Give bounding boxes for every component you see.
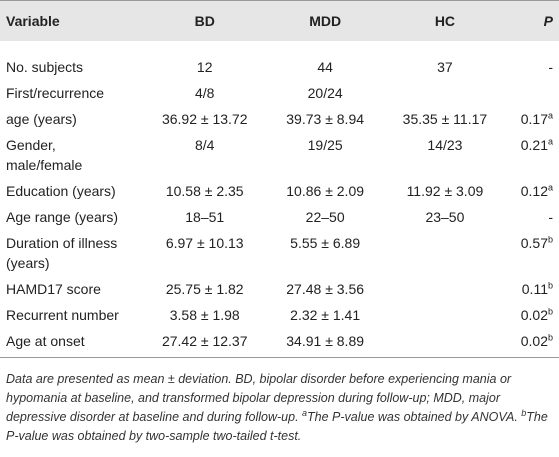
- p-value: -: [548, 209, 553, 225]
- empty-cell: [383, 276, 507, 302]
- value-cell: 39.73 ± 8.94: [286, 111, 365, 127]
- value-cell: 12: [196, 59, 213, 75]
- p-value-cell: 0.02b: [507, 328, 559, 358]
- p-value: 0.02: [520, 333, 548, 349]
- variable-cell: Recurrent number: [6, 307, 119, 323]
- p-value-cell: 0.21a: [507, 132, 559, 178]
- p-value: 0.12: [520, 183, 548, 199]
- value-cell: 19/25: [307, 137, 343, 153]
- p-value: 0.02: [520, 307, 548, 323]
- table-row: First/recurrence 4/8 20/24: [0, 80, 559, 106]
- table-header: Variable BD MDD HC P: [0, 0, 559, 41]
- variable-cell: First/recurrence: [6, 85, 105, 101]
- p-value-cell: 0.17a: [507, 106, 559, 132]
- p-value-cell: -: [507, 41, 559, 80]
- value-cell: 37: [437, 59, 453, 75]
- footnote-marker: a: [302, 407, 308, 418]
- footnote-marker: b: [547, 332, 553, 343]
- empty-cell: [383, 328, 507, 358]
- variable-cell: Education (years): [6, 183, 116, 199]
- table-row: HAMD17 score 25.75 ± 1.82 27.48 ± 3.56 0.11…: [0, 276, 559, 302]
- value-cell: 44: [317, 59, 333, 75]
- value-cell: 3.58 ± 1.98: [169, 307, 240, 323]
- variable-cell: Age range (years): [6, 209, 119, 225]
- table-body: No. subjects 12 44 37 - First/recurrence 4/8 20…: [0, 41, 559, 358]
- empty-cell: [383, 302, 507, 328]
- header-cell: BD: [142, 0, 268, 41]
- header-cell: HC: [382, 0, 507, 41]
- footnote-text: The P-value was obtained by ANOVA.: [307, 410, 522, 424]
- value-cell: 25.75 ± 1.82: [165, 281, 244, 297]
- footnote-marker: b: [547, 306, 553, 317]
- variable-cell: age (years): [6, 111, 77, 127]
- value-cell: 11.92 ± 3.09: [406, 183, 484, 199]
- footnote-text: The P-value was obtained by two-sample t…: [6, 410, 548, 443]
- table-row: No. subjects 12 44 37 -: [0, 41, 559, 80]
- table-row: Education (years) 10.58 ± 2.35 10.86 ± 2.0…: [0, 178, 559, 204]
- variable-cell: No. subjects: [6, 59, 84, 75]
- table-row: Recurrent number 3.58 ± 1.98 2.32 ± 1.41 0.…: [0, 302, 559, 328]
- value-cell: 27.48 ± 3.56: [286, 281, 365, 297]
- value-cell: 2.32 ± 1.41: [290, 307, 361, 323]
- value-cell: 36.92 ± 13.72: [161, 111, 248, 127]
- p-value-cell: 0.57b: [507, 230, 559, 276]
- p-value-cell: 0.02b: [507, 302, 559, 328]
- table-row: Age at onset 27.42 ± 12.37 34.91 ± 8.89 0.0…: [0, 328, 559, 358]
- value-cell: 10.58 ± 2.35: [165, 183, 244, 199]
- p-value: 0.57: [520, 235, 548, 251]
- footnote-marker: a: [547, 182, 553, 193]
- value-cell: 20/24: [307, 85, 343, 101]
- p-value: 0.21: [520, 137, 548, 153]
- p-value-cell: 0.11b: [507, 276, 559, 302]
- empty-cell: [383, 230, 507, 276]
- table-row: Duration of illness (years) 6.97 ± 10.13 5…: [0, 230, 559, 276]
- footnote-text: Data are presented as mean ± deviation. …: [6, 372, 512, 424]
- empty-cell: [507, 80, 559, 106]
- variable-cell: Age at onset: [6, 333, 85, 349]
- value-cell: 27.42 ± 12.37: [161, 333, 248, 349]
- table-row: Age range (years) 18–51 22–50 23–50 -: [0, 204, 559, 230]
- value-cell: 18–51: [185, 209, 225, 225]
- value-cell: 4/8: [194, 85, 215, 101]
- value-cell: 10.86 ± 2.09: [286, 183, 365, 199]
- data-table: Variable BD MDD HC P No. subjects 12 44 37 - Firs…: [0, 0, 559, 358]
- value-cell: 6.97 ± 10.13: [165, 235, 244, 251]
- value-cell: 23–50: [425, 209, 465, 225]
- empty-cell: [383, 80, 507, 106]
- footnote: Data are presented as mean ± deviation. …: [0, 358, 559, 446]
- header-cell: MDD: [267, 0, 383, 41]
- footnote-marker: a: [547, 110, 553, 121]
- value-cell: 22–50: [305, 209, 345, 225]
- p-value: 0.17: [520, 111, 548, 127]
- variable-cell: Duration of illness (years): [6, 235, 118, 271]
- footnote-marker: b: [547, 234, 553, 245]
- header-row: Variable BD MDD HC P: [0, 0, 559, 41]
- value-cell: 8/4: [194, 137, 215, 153]
- variable-cell: Gender, male/female: [6, 137, 83, 173]
- footnote-marker: a: [547, 136, 553, 147]
- value-cell: 14/23: [427, 137, 463, 153]
- p-value-cell: 0.12a: [507, 178, 559, 204]
- p-value: 0.11: [521, 281, 548, 297]
- header-cell: Variable: [0, 0, 142, 41]
- footnote-marker: b: [521, 407, 527, 418]
- value-cell: 35.35 ± 11.17: [402, 111, 488, 127]
- p-value-cell: -: [507, 204, 559, 230]
- variable-cell: HAMD17 score: [6, 281, 101, 297]
- table-row: Gender, male/female 8/4 19/25 14/23 0.21a: [0, 132, 559, 178]
- value-cell: 5.55 ± 6.89: [290, 235, 361, 251]
- p-value: -: [548, 59, 553, 75]
- footnote-marker: b: [547, 280, 553, 291]
- value-cell: 34.91 ± 8.89: [286, 333, 365, 349]
- table-row: age (years) 36.92 ± 13.72 39.73 ± 8.94 35.3…: [0, 106, 559, 132]
- header-cell: P: [507, 0, 559, 41]
